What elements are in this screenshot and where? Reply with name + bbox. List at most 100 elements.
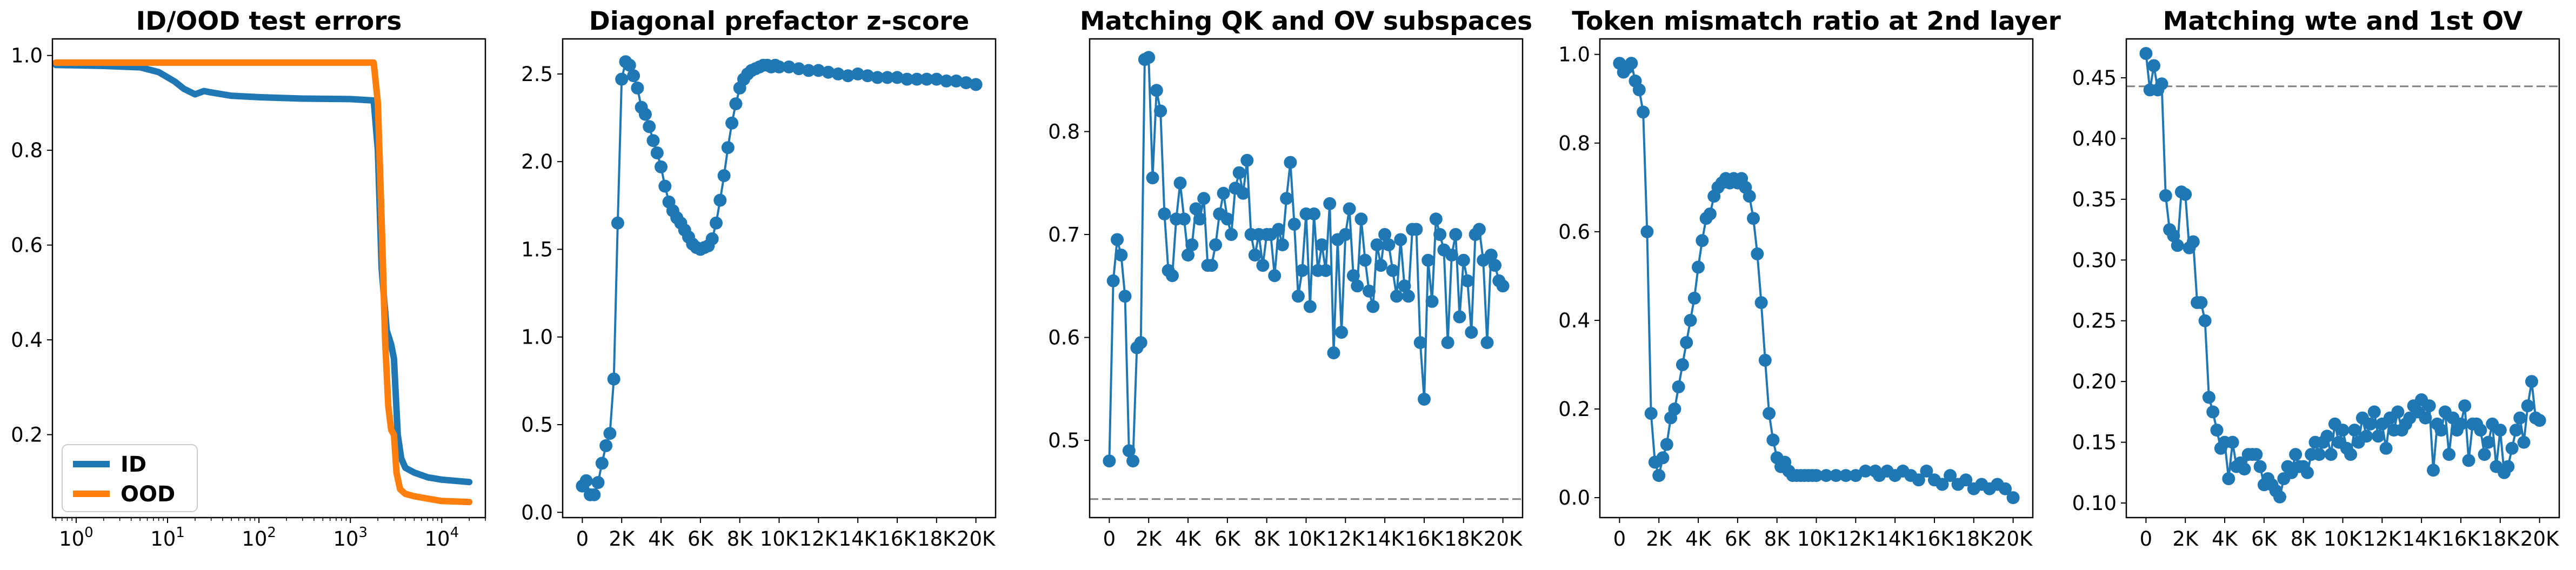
data-point: [822, 65, 835, 79]
data-point: [1118, 290, 1132, 303]
x-tick-label: 6K: [1214, 527, 1242, 551]
data-point: [1766, 433, 1780, 447]
x-tick-label: 6K: [688, 527, 715, 551]
data-point: [2198, 314, 2212, 327]
data-point: [591, 476, 605, 489]
x-tick-label: 18K: [917, 527, 957, 551]
panel-2: 0.0 0.5 1.0 1.5 2.0 2.5 0 2K 4K 6K 8K 10K 12K 14K 16K 1…: [521, 6, 997, 551]
data-point: [2320, 430, 2334, 443]
chart-title: Matching wte and 1st OV: [2163, 6, 2523, 36]
data-point: [2513, 411, 2527, 425]
data-point: [1758, 353, 1772, 367]
data-point: [969, 78, 983, 91]
data-point: [705, 232, 719, 245]
data-point: [2301, 466, 2314, 479]
x-tick-label: 6K: [2251, 527, 2278, 551]
data-point: [1177, 212, 1191, 226]
data-point: [1182, 249, 1194, 262]
x-tick-label: 16K: [878, 527, 917, 551]
data-point: [880, 71, 894, 84]
data-point: [1433, 228, 1447, 241]
data-point: [1398, 279, 1411, 293]
data-point: [1115, 249, 1128, 262]
y-tick-label: 1.0: [521, 326, 553, 349]
legend-label-ood: OOD: [121, 482, 175, 507]
data-point: [1346, 269, 1360, 283]
chart-title: Matching QK and OV subspaces: [1080, 6, 1532, 36]
data-point: [2222, 472, 2235, 485]
x-tick-label: 10K: [760, 527, 799, 551]
data-point: [812, 64, 825, 77]
y-tick-label: 0.20: [2072, 370, 2117, 393]
x-tick-label: 14K: [1876, 527, 1915, 551]
data-point: [1684, 313, 1697, 327]
data-point: [940, 74, 953, 88]
data-point: [1240, 153, 1254, 167]
data-point: [579, 474, 593, 487]
data-point: [721, 141, 735, 155]
x-tick-label: 101: [150, 525, 185, 551]
data-point: [1489, 259, 1501, 272]
y-tick-label: 0.25: [2072, 310, 2117, 333]
x-tick-label: 16K: [1915, 527, 1954, 551]
data-point: [2367, 405, 2381, 419]
data-point: [710, 216, 723, 230]
y-tick-label: 0.4: [11, 328, 43, 352]
data-point: [1936, 478, 1949, 491]
data-point: [1429, 212, 1443, 226]
data-point: [1386, 264, 1399, 277]
data-point: [588, 488, 601, 501]
data-point: [650, 146, 664, 159]
data-point: [1680, 336, 1693, 349]
data-point: [871, 71, 884, 84]
data-point: [1839, 469, 1853, 482]
data-point: [1327, 346, 1340, 360]
data-point: [2505, 441, 2519, 455]
data-point: [1672, 380, 1685, 393]
data-point: [1150, 84, 1163, 97]
series-line-1: [1108, 56, 1504, 462]
data-point: [1134, 336, 1147, 350]
x-tick-exponent: 3: [358, 525, 368, 541]
axes-frame: [2125, 38, 2560, 519]
data-point: [1394, 233, 1407, 246]
data-point: [2419, 411, 2432, 425]
data-point: [1126, 454, 1140, 468]
data-point: [1335, 326, 1348, 339]
x-tick-label: 20K: [2520, 527, 2560, 551]
y-tick-label: 0.4: [1558, 309, 1590, 332]
data-point: [792, 62, 805, 76]
data-point: [2006, 491, 2020, 505]
data-point: [2454, 417, 2467, 431]
data-point: [1374, 259, 1387, 272]
data-point: [2391, 405, 2405, 419]
data-point: [950, 74, 963, 88]
data-point: [1268, 269, 1282, 283]
data-point: [1363, 284, 1376, 298]
data-point: [1291, 290, 1305, 303]
y-tick-label: 0.8: [1558, 132, 1590, 155]
x-tick-label: 16K: [2441, 527, 2481, 551]
y-tick-label: 0.8: [11, 139, 43, 162]
y-tick-label: 0.35: [2072, 188, 2117, 211]
data-point: [900, 72, 914, 86]
data-point: [1185, 238, 1199, 252]
x-tick-label: 10K: [1287, 527, 1326, 551]
data-point: [1106, 274, 1120, 287]
data-point: [2442, 448, 2456, 461]
data-point: [1205, 259, 1218, 272]
plot-area: [2139, 47, 2546, 504]
axes-frame: [1089, 38, 1524, 519]
data-point: [2372, 430, 2385, 443]
data-point: [599, 439, 613, 452]
data-point: [1354, 212, 1368, 226]
series-line-id: [52, 62, 473, 486]
data-point: [2493, 424, 2507, 437]
x-tick-label: 4K: [1175, 527, 1202, 551]
panel-3: 0.5 0.6 0.7 0.8 0 2K 4K 6K 8K 10K 12K 14K 16K 18K 20K M…: [1048, 6, 1532, 551]
data-point: [2186, 235, 2200, 249]
data-point: [2481, 435, 2495, 449]
data-point: [1158, 207, 1171, 220]
data-point: [1220, 212, 1234, 226]
